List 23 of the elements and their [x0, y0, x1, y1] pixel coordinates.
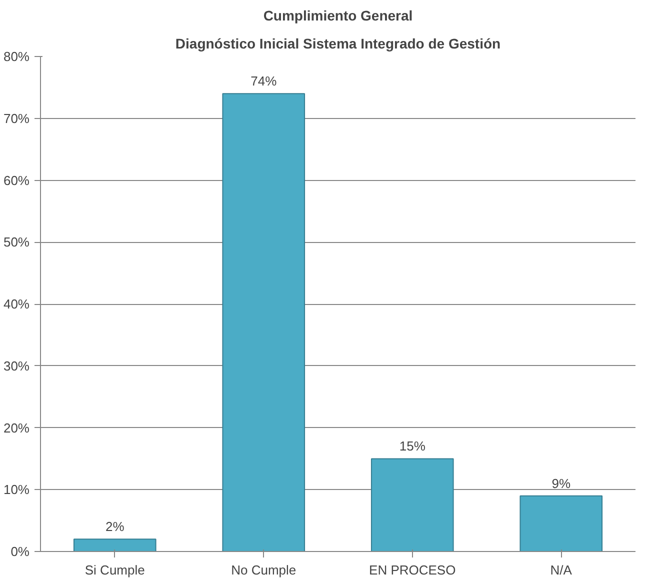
y-tick-label: 60% — [3, 172, 30, 188]
y-tick-label: 10% — [3, 482, 30, 498]
y-tick-label: 50% — [3, 234, 30, 250]
y-tick-label: 20% — [3, 420, 30, 436]
x-tick-label: Si Cumple — [84, 562, 145, 578]
y-tick-label: 30% — [3, 358, 30, 374]
bar — [520, 495, 603, 552]
x-tick-label: No Cumple — [231, 562, 296, 578]
x-tick-label: EN PROCESO — [369, 562, 456, 578]
data-label: 15% — [399, 438, 426, 454]
chart-title: Cumplimiento General — [263, 8, 413, 24]
y-tick-label: 70% — [3, 110, 30, 126]
y-tick-label: 0% — [10, 544, 30, 559]
chart-subtitle: Diagnóstico Inicial Sistema Integrado de Gestión — [175, 36, 501, 52]
data-label: 74% — [250, 74, 278, 89]
data-label: 9% — [552, 476, 571, 491]
x-tick-label: N/A — [550, 562, 572, 578]
y-tick-label: 40% — [3, 296, 30, 312]
bar — [73, 538, 156, 552]
y-tick-label: 80% — [3, 49, 30, 64]
data-label: 2% — [105, 519, 125, 534]
bar — [222, 93, 306, 552]
bar — [370, 458, 454, 552]
